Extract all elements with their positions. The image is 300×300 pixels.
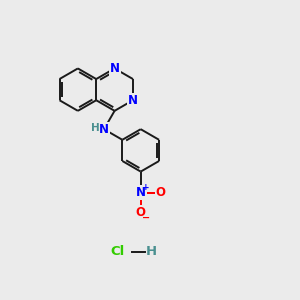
Text: N: N xyxy=(99,123,109,136)
Text: O: O xyxy=(136,206,146,219)
Text: Cl: Cl xyxy=(110,245,125,258)
Text: N: N xyxy=(136,186,146,199)
Text: −: − xyxy=(142,213,150,223)
Text: N: N xyxy=(110,62,120,75)
Text: N: N xyxy=(128,94,138,107)
Text: O: O xyxy=(156,186,166,199)
Text: +: + xyxy=(142,183,149,192)
Text: H: H xyxy=(146,245,157,258)
Text: H: H xyxy=(92,123,100,133)
